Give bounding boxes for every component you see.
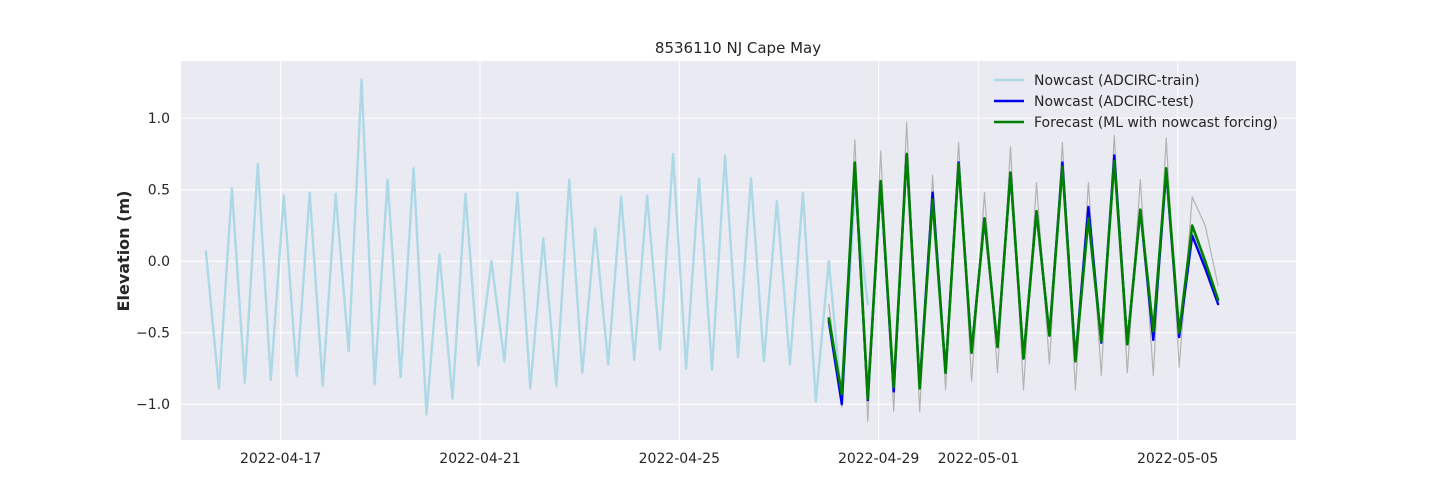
x-tick-label: 2022-04-17: [240, 451, 321, 467]
y-axis-label: Elevation (m): [114, 191, 133, 312]
series-line-observed: [828, 121, 1219, 422]
legend-label: Nowcast (ADCIRC-train): [1034, 73, 1200, 89]
chart-title: 8536110 NJ Cape May: [655, 39, 821, 57]
series-layer: [204, 78, 1220, 422]
legend-label: Nowcast (ADCIRC-test): [1034, 94, 1194, 110]
y-tick-label: −0.5: [136, 326, 170, 342]
legend: Nowcast (ADCIRC-train) Nowcast (ADCIRC-te…: [994, 73, 1278, 131]
y-tick-label: −1.0: [136, 397, 170, 413]
tick-labels: 2022-04-17 2022-04-21 2022-04-25 2022-04-29…: [136, 111, 1218, 467]
legend-label: Forecast (ML with nowcast forcing): [1034, 115, 1278, 131]
y-tick-label: 1.0: [148, 111, 170, 127]
x-tick-label: 2022-05-01: [938, 451, 1019, 467]
x-tick-label: 2022-04-29: [838, 451, 919, 467]
y-tick-label: 0.0: [148, 254, 170, 270]
plot-area: [181, 61, 1296, 440]
x-tick-label: 2022-04-21: [439, 451, 520, 467]
y-tick-label: 0.5: [148, 183, 170, 199]
series-line-forecast: [827, 152, 1220, 400]
x-tick-label: 2022-04-25: [639, 451, 720, 467]
x-tick-label: 2022-05-05: [1137, 451, 1218, 467]
series-line-train: [204, 78, 869, 416]
